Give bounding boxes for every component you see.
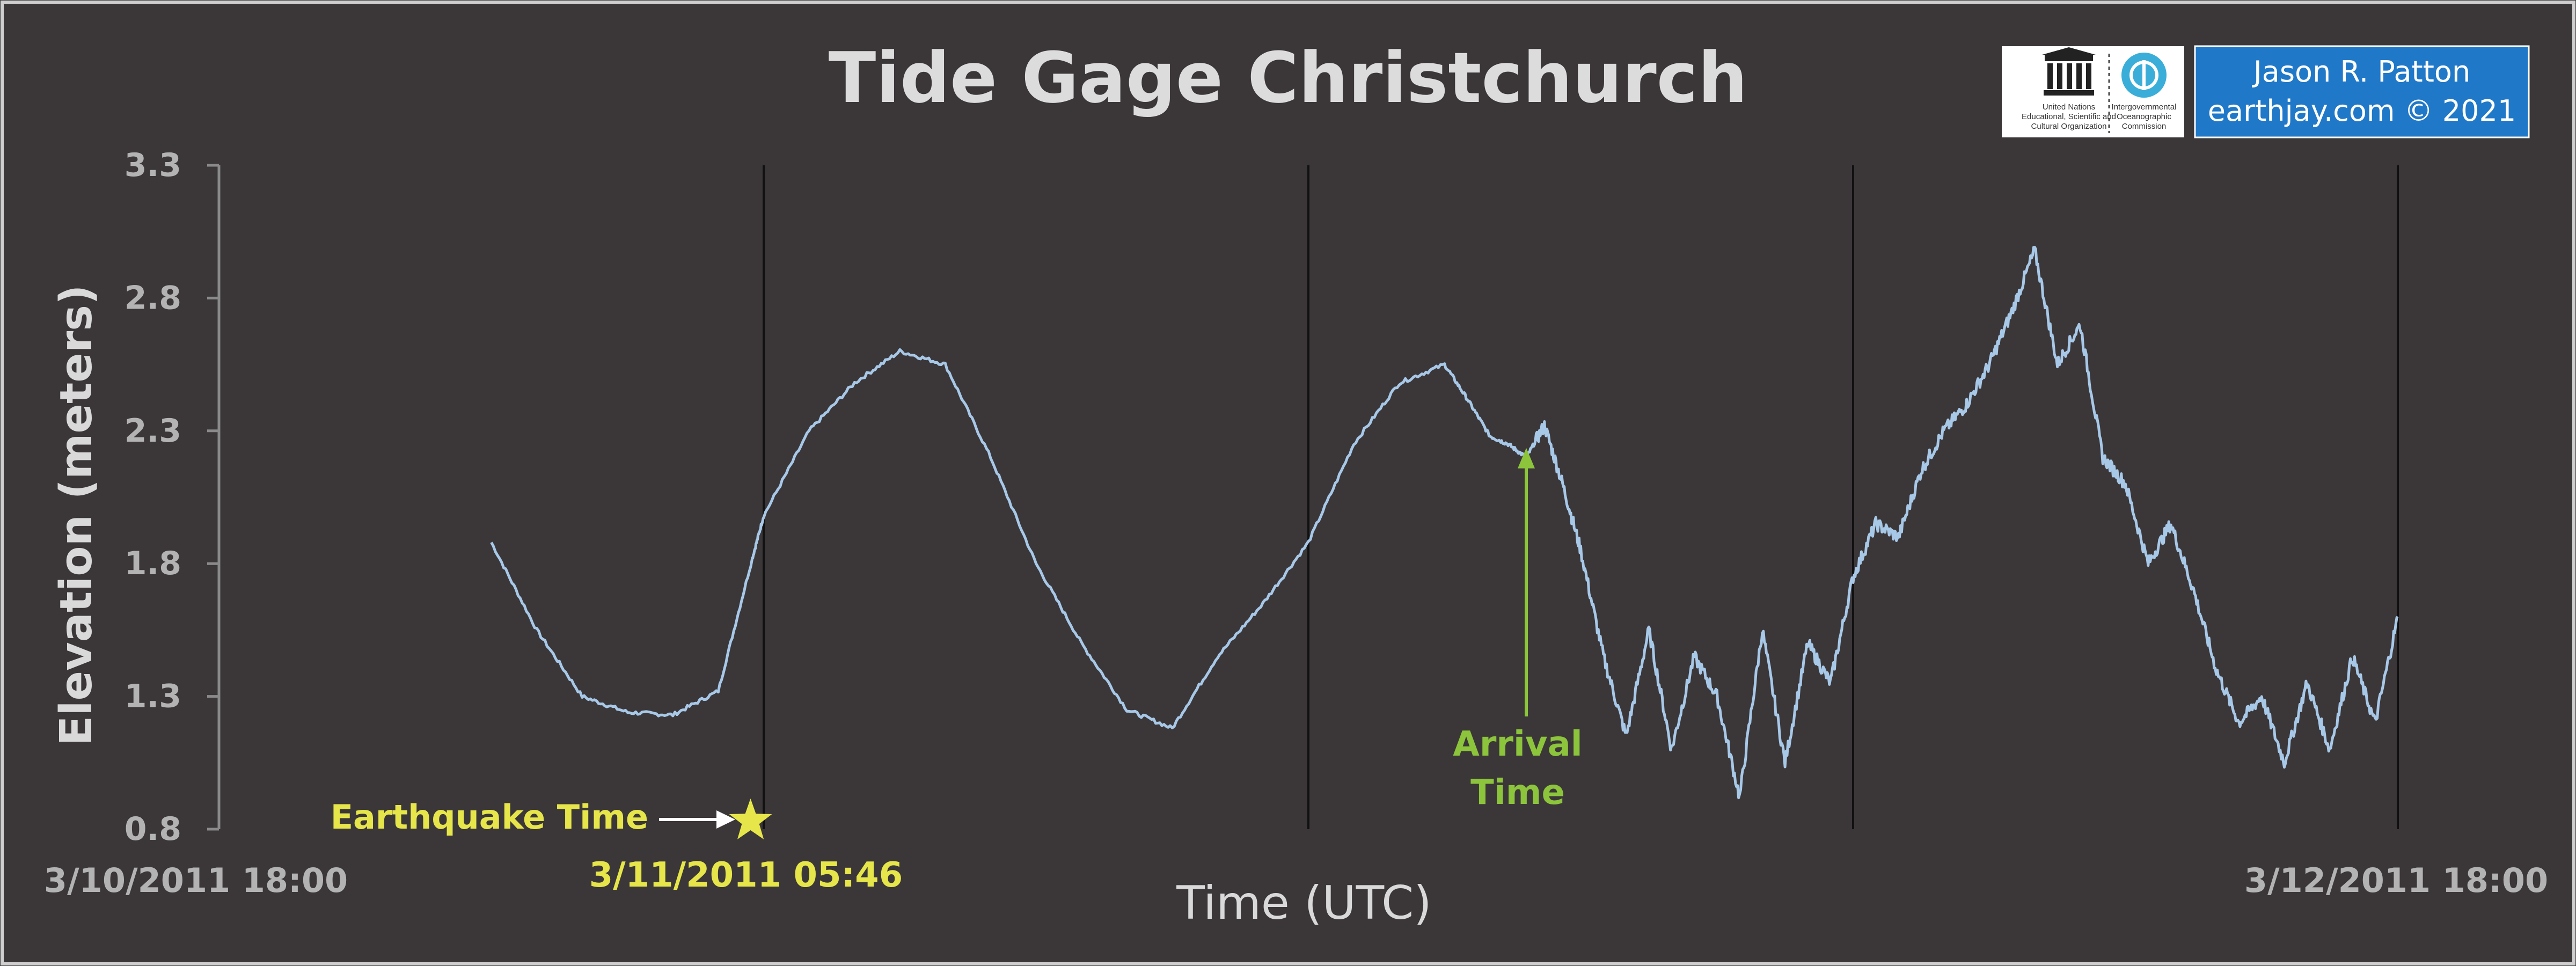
y-tick-label: 2.8 [125,279,181,317]
earthquake-date-label: 3/11/2011 05:46 [589,855,903,895]
vertical-gridlines [763,165,2399,829]
y-axis-label: Elevation (meters) [51,284,102,745]
y-axis: 3.3 2.8 2.3 1.8 1.3 0.8 [125,147,221,848]
x-tick-end: 3/12/2011 18:00 [2244,861,2548,900]
y-tick-label: 1.3 [125,678,181,715]
ioc-line-3: Commission [2122,122,2167,131]
y-tick-label: 2.3 [125,412,181,450]
y-tick-label: 1.8 [125,545,181,582]
y-tick-label: 3.3 [125,147,181,184]
ioc-line-2: Oceanographic [2117,112,2171,121]
earthquake-time-label: Earthquake Time [331,797,648,837]
y-tick-label: 0.8 [125,810,181,848]
ioc-line-1: Intergovernmental [2112,103,2177,112]
unesco-line-1: United Nations [2043,103,2095,112]
arrival-label-line-1: Arrival [1453,724,1582,764]
x-axis-label: Time (UTC) [1176,876,1431,930]
author-box [2194,45,2530,138]
unesco-line-3: Cultural Organization [2031,122,2107,131]
unesco-temple-icon [2042,47,2096,96]
tide-elevation-line [490,246,2399,800]
chart-title: Tide Gage Christchurch [829,37,1748,119]
author-name: Jason R. Patton [2252,55,2470,89]
credits-block: United Nations Educational, Scientific a… [2002,45,2530,138]
x-tick-start: 3/10/2011 18:00 [44,861,348,900]
author-website: earthjay.com © 2021 [2208,94,2516,128]
earthquake-arrow-head [716,810,735,829]
arrival-label-line-2: Time [1470,773,1565,813]
arrival-arrow-head [1518,448,1535,469]
unesco-line-2: Educational, Scientific and [2022,112,2116,121]
earthquake-star-icon [729,799,772,839]
